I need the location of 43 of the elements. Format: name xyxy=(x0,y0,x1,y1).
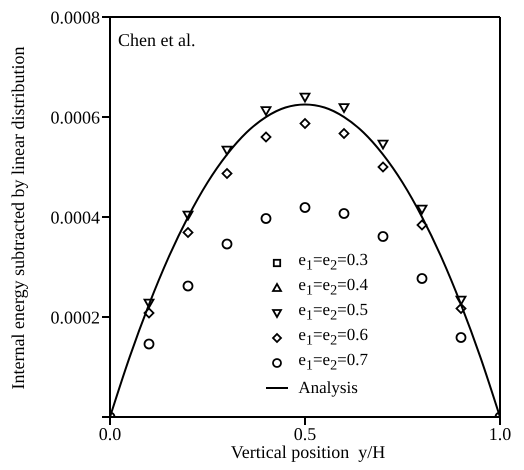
x-tick-label: 0.0 xyxy=(98,424,122,444)
point xyxy=(378,162,388,172)
point xyxy=(300,92,310,102)
point xyxy=(300,118,310,129)
point xyxy=(416,273,428,284)
point xyxy=(300,202,310,213)
point xyxy=(260,132,272,142)
y-tick-label: 0.0004 xyxy=(50,207,100,228)
legend-label: Analysis xyxy=(298,377,358,399)
point xyxy=(182,227,194,238)
point xyxy=(416,204,428,214)
legend-label: e$_{1}$=e$_{2}$=0.6 xyxy=(298,324,368,348)
point xyxy=(378,231,388,242)
point xyxy=(338,103,350,113)
point xyxy=(144,308,154,318)
point xyxy=(456,303,466,314)
x-axis-title: Vertical position y/H xyxy=(230,442,386,462)
point xyxy=(144,298,154,308)
y-tick-label: 0.0006 xyxy=(50,107,100,128)
point xyxy=(144,338,154,350)
point xyxy=(182,280,194,292)
point xyxy=(182,210,194,220)
annotation: Chen et al. xyxy=(118,30,196,50)
point xyxy=(378,140,388,150)
point xyxy=(222,146,232,156)
y-tick-label: 0.0002 xyxy=(50,307,100,328)
point xyxy=(456,332,466,343)
point xyxy=(338,208,350,219)
point xyxy=(222,168,232,179)
point xyxy=(416,220,428,230)
point xyxy=(260,106,272,116)
point xyxy=(338,128,350,139)
x-tick-label: 1.0 xyxy=(488,424,512,444)
point xyxy=(222,238,232,250)
legend-label: e$_{1}$=e$_{2}$=0.5 xyxy=(298,300,368,324)
point xyxy=(260,213,272,224)
legend-label: e$_{1}$=e$_{2}$=0.4 xyxy=(298,274,368,298)
y-tick-label: 0.0008 xyxy=(50,7,100,28)
x-tick-label: 0.5 xyxy=(294,424,316,444)
y-axis-title: Internal energy subtracted by linear distribution xyxy=(8,46,28,390)
legend-label: e$_{1}$=e$_{2}$=0.7 xyxy=(298,348,368,376)
point xyxy=(456,296,466,306)
legend-label: e$_{1}$=e$_{2}$=0.3 xyxy=(298,250,368,274)
